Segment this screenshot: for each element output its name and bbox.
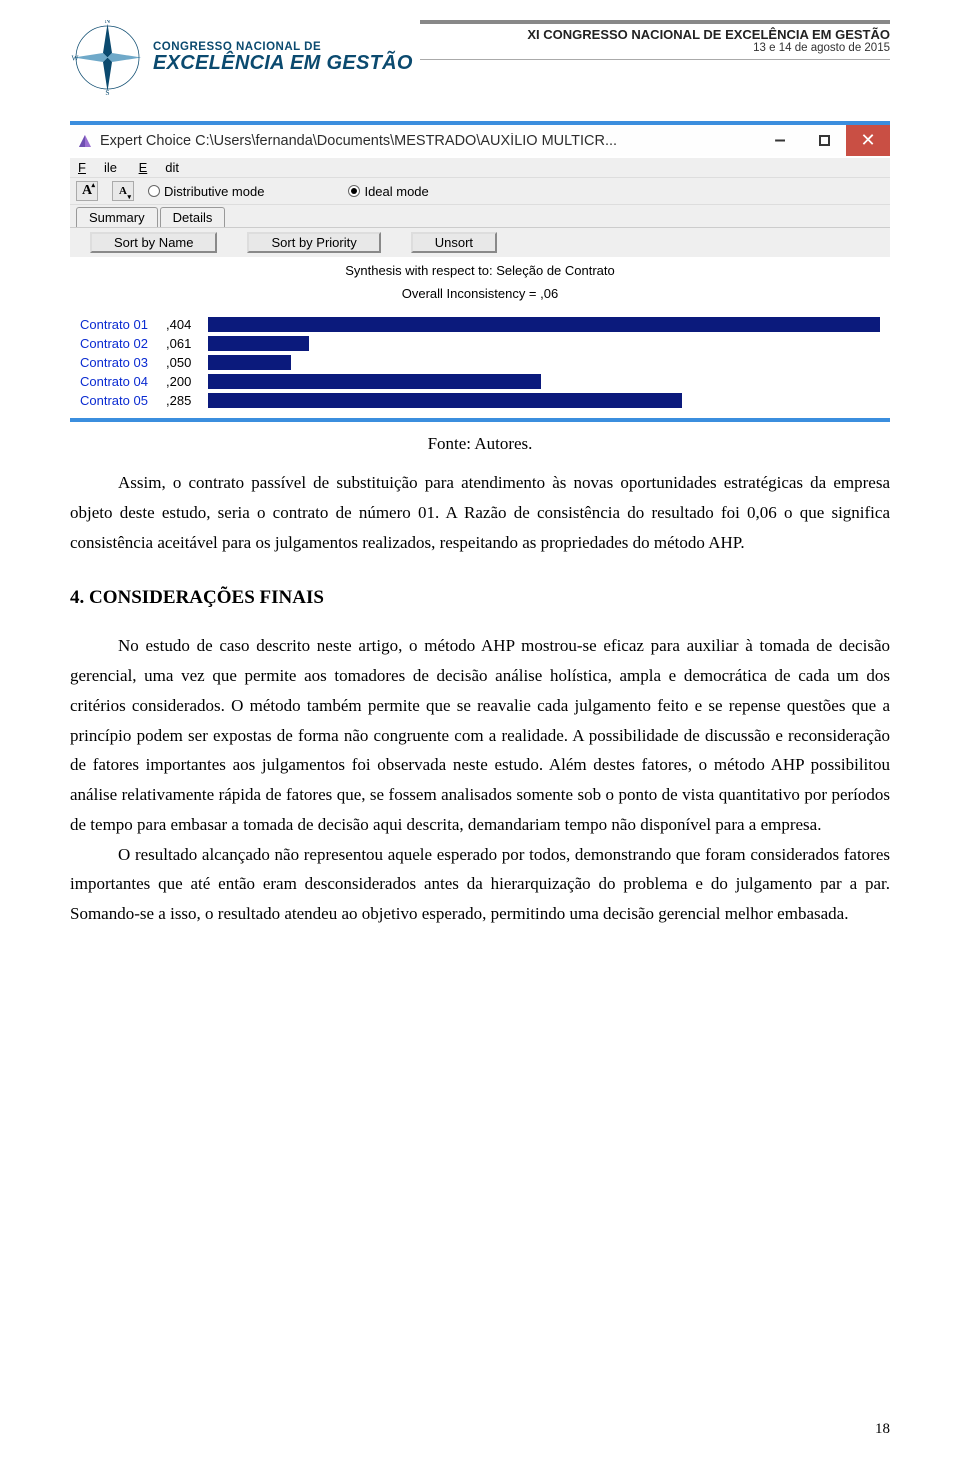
svg-text:N: N bbox=[105, 20, 111, 25]
menu-file[interactable]: File bbox=[78, 160, 117, 175]
minimize-button[interactable]: – bbox=[758, 125, 802, 156]
chart-row-label: Contrato 03 bbox=[80, 355, 166, 370]
menu-edit[interactable]: Edit bbox=[139, 160, 179, 175]
tab-summary[interactable]: Summary bbox=[76, 207, 158, 227]
chart-row-label: Contrato 02 bbox=[80, 336, 166, 351]
logo-block: N S W CONGRESSO NACIONAL DE EXCELÊNCIA E… bbox=[70, 20, 413, 95]
font-decrease-button[interactable]: A▾ bbox=[112, 181, 134, 201]
svg-text:S: S bbox=[105, 88, 109, 95]
chart-bar bbox=[208, 317, 880, 332]
app-icon bbox=[76, 132, 94, 150]
compass-icon: N S W bbox=[70, 20, 145, 95]
chart-bar bbox=[208, 355, 291, 370]
chart-row-label: Contrato 01 bbox=[80, 317, 166, 332]
chart-row-value: ,061 bbox=[166, 336, 208, 351]
tab-details[interactable]: Details bbox=[160, 207, 226, 227]
synthesis-chart: Synthesis with respect to: Seleção de Co… bbox=[70, 257, 890, 418]
tabbar: Summary Details bbox=[70, 205, 890, 227]
figure-source-caption: Fonte: Autores. bbox=[70, 434, 890, 454]
unsort-button[interactable]: Unsort bbox=[411, 232, 497, 253]
conference-title: XI CONGRESSO NACIONAL DE EXCELÊNCIA EM G… bbox=[420, 27, 890, 42]
chart-bar bbox=[208, 374, 541, 389]
chart-row-label: Contrato 04 bbox=[80, 374, 166, 389]
menubar: File Edit bbox=[70, 157, 890, 177]
chart-bar-track bbox=[208, 336, 880, 351]
paragraph-3: O resultado alcançado não representou aq… bbox=[70, 840, 890, 929]
paragraph-intro: Assim, o contrato passível de substituiç… bbox=[70, 468, 890, 557]
font-increase-button[interactable]: A▴ bbox=[76, 181, 98, 201]
close-button[interactable]: ✕ bbox=[846, 125, 890, 156]
page-header: N S W CONGRESSO NACIONAL DE EXCELÊNCIA E… bbox=[70, 20, 890, 96]
chart-bar bbox=[208, 393, 682, 408]
chart-caption: Synthesis with respect to: Seleção de Co… bbox=[80, 263, 880, 278]
chart-row-value: ,050 bbox=[166, 355, 208, 370]
logo-text: CONGRESSO NACIONAL DE EXCELÊNCIA EM GEST… bbox=[153, 41, 413, 74]
chart-row-value: ,404 bbox=[166, 317, 208, 332]
conference-date: 13 e 14 de agosto de 2015 bbox=[420, 42, 890, 54]
svg-text:W: W bbox=[72, 54, 80, 63]
maximize-button[interactable] bbox=[802, 125, 846, 156]
window-controls: – ✕ bbox=[758, 125, 890, 156]
chart-bar bbox=[208, 336, 309, 351]
titlebar: Expert Choice C:\Users\fernanda\Document… bbox=[70, 125, 890, 157]
logo-line2: EXCELÊNCIA EM GESTÃO bbox=[153, 53, 413, 74]
expert-choice-window: Expert Choice C:\Users\fernanda\Document… bbox=[70, 121, 890, 422]
sort-by-priority-button[interactable]: Sort by Priority bbox=[247, 232, 380, 253]
chart-bar-track bbox=[208, 374, 880, 389]
chart-row: Contrato 05,285 bbox=[80, 391, 880, 410]
chart-row: Contrato 01,404 bbox=[80, 315, 880, 334]
chart-row: Contrato 04,200 bbox=[80, 372, 880, 391]
chart-row: Contrato 03,050 bbox=[80, 353, 880, 372]
chart-row: Contrato 02,061 bbox=[80, 334, 880, 353]
chart-bar-track bbox=[208, 317, 880, 332]
section-heading-4: 4. CONSIDERAÇÕES FINAIS bbox=[70, 587, 890, 609]
sort-by-name-button[interactable]: Sort by Name bbox=[90, 232, 217, 253]
chart-row-value: ,285 bbox=[166, 393, 208, 408]
chart-bar-track bbox=[208, 393, 880, 408]
paragraph-2: No estudo de caso descrito neste artigo,… bbox=[70, 631, 890, 839]
page-number: 18 bbox=[875, 1421, 890, 1438]
toolbar: A▴ A▾ Distributive mode Ideal mode bbox=[70, 177, 890, 205]
chart-row-value: ,200 bbox=[166, 374, 208, 389]
chart-bar-track bbox=[208, 355, 880, 370]
chart-row-label: Contrato 05 bbox=[80, 393, 166, 408]
window-title: Expert Choice C:\Users\fernanda\Document… bbox=[100, 133, 758, 149]
ideal-mode-radio[interactable]: Ideal mode bbox=[348, 184, 428, 199]
distributive-mode-radio[interactable]: Distributive mode bbox=[148, 184, 264, 199]
chart-inconsistency: Overall Inconsistency = ,06 bbox=[80, 286, 880, 301]
header-meta: XI CONGRESSO NACIONAL DE EXCELÊNCIA EM G… bbox=[420, 20, 890, 60]
sort-row: Sort by Name Sort by Priority Unsort bbox=[70, 227, 890, 257]
